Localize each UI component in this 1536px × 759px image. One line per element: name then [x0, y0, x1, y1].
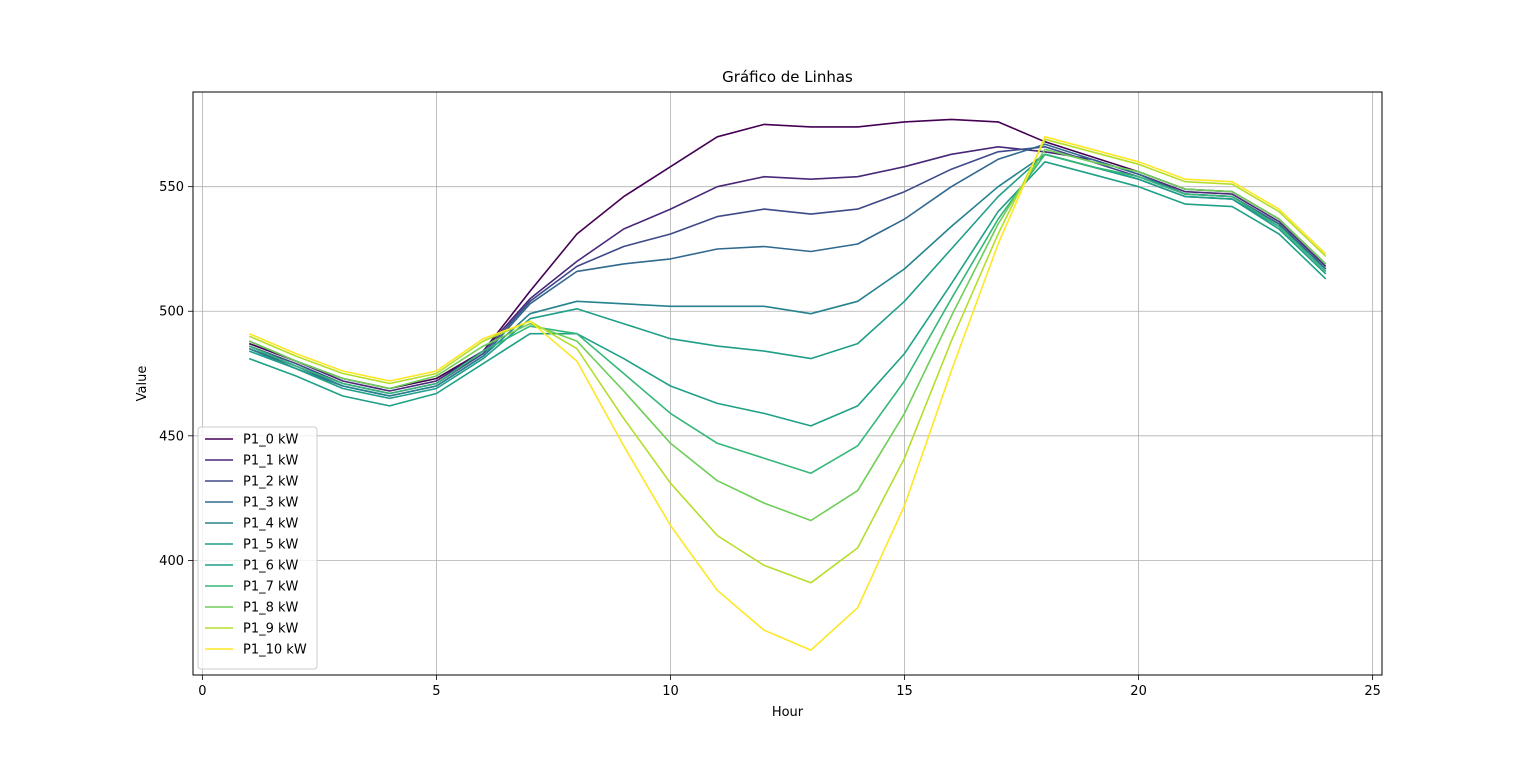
series-line-7 — [248, 153, 1327, 475]
legend-label: P1_5 kW — [243, 538, 299, 553]
legend-label: P1_4 kW — [243, 517, 299, 532]
series-line-5 — [248, 153, 1327, 400]
y-tick-label: 450 — [159, 429, 184, 444]
series-lines — [248, 118, 1327, 651]
x-tick-label: 15 — [896, 684, 913, 699]
y-tick-label: 550 — [159, 180, 184, 195]
series-line-9 — [248, 138, 1327, 584]
legend-label: P1_6 kW — [243, 559, 299, 574]
legend-label: P1_0 kW — [243, 433, 299, 448]
x-tick-label: 20 — [1130, 684, 1147, 699]
chart-title: Gráfico de Linhas — [722, 68, 853, 86]
series-line-10 — [248, 136, 1327, 651]
x-tick-label: 25 — [1364, 684, 1381, 699]
legend-label: P1_1 kW — [243, 454, 299, 469]
y-tick-label: 500 — [159, 305, 184, 320]
legend-label: P1_2 kW — [243, 475, 299, 490]
y-axis-title: Value — [135, 366, 150, 402]
legend-label: P1_10 kW — [243, 643, 307, 658]
x-tick-label: 5 — [432, 684, 440, 699]
legend-label: P1_8 kW — [243, 601, 299, 616]
series-line-8 — [248, 148, 1327, 522]
legend-box — [197, 426, 318, 670]
plot-frame — [192, 91, 1383, 676]
y-tick-label: 400 — [159, 554, 184, 569]
series-line-6 — [248, 161, 1327, 427]
legend-label: P1_7 kW — [243, 580, 299, 595]
x-tick-label: 10 — [662, 684, 679, 699]
legend-label: P1_3 kW — [243, 496, 299, 511]
x-axis-title: Hour — [772, 705, 804, 720]
legend: P1_0 kW P1_1 kW P1_2 kW P1_3 kW P1_4 kW P1_5 … — [197, 426, 318, 670]
legend-label: P1_9 kW — [243, 622, 299, 637]
x-tick-label: 0 — [198, 684, 206, 699]
axis-ticks: 0 5 10 15 20 25 400 450 500 550 — [159, 180, 1381, 699]
